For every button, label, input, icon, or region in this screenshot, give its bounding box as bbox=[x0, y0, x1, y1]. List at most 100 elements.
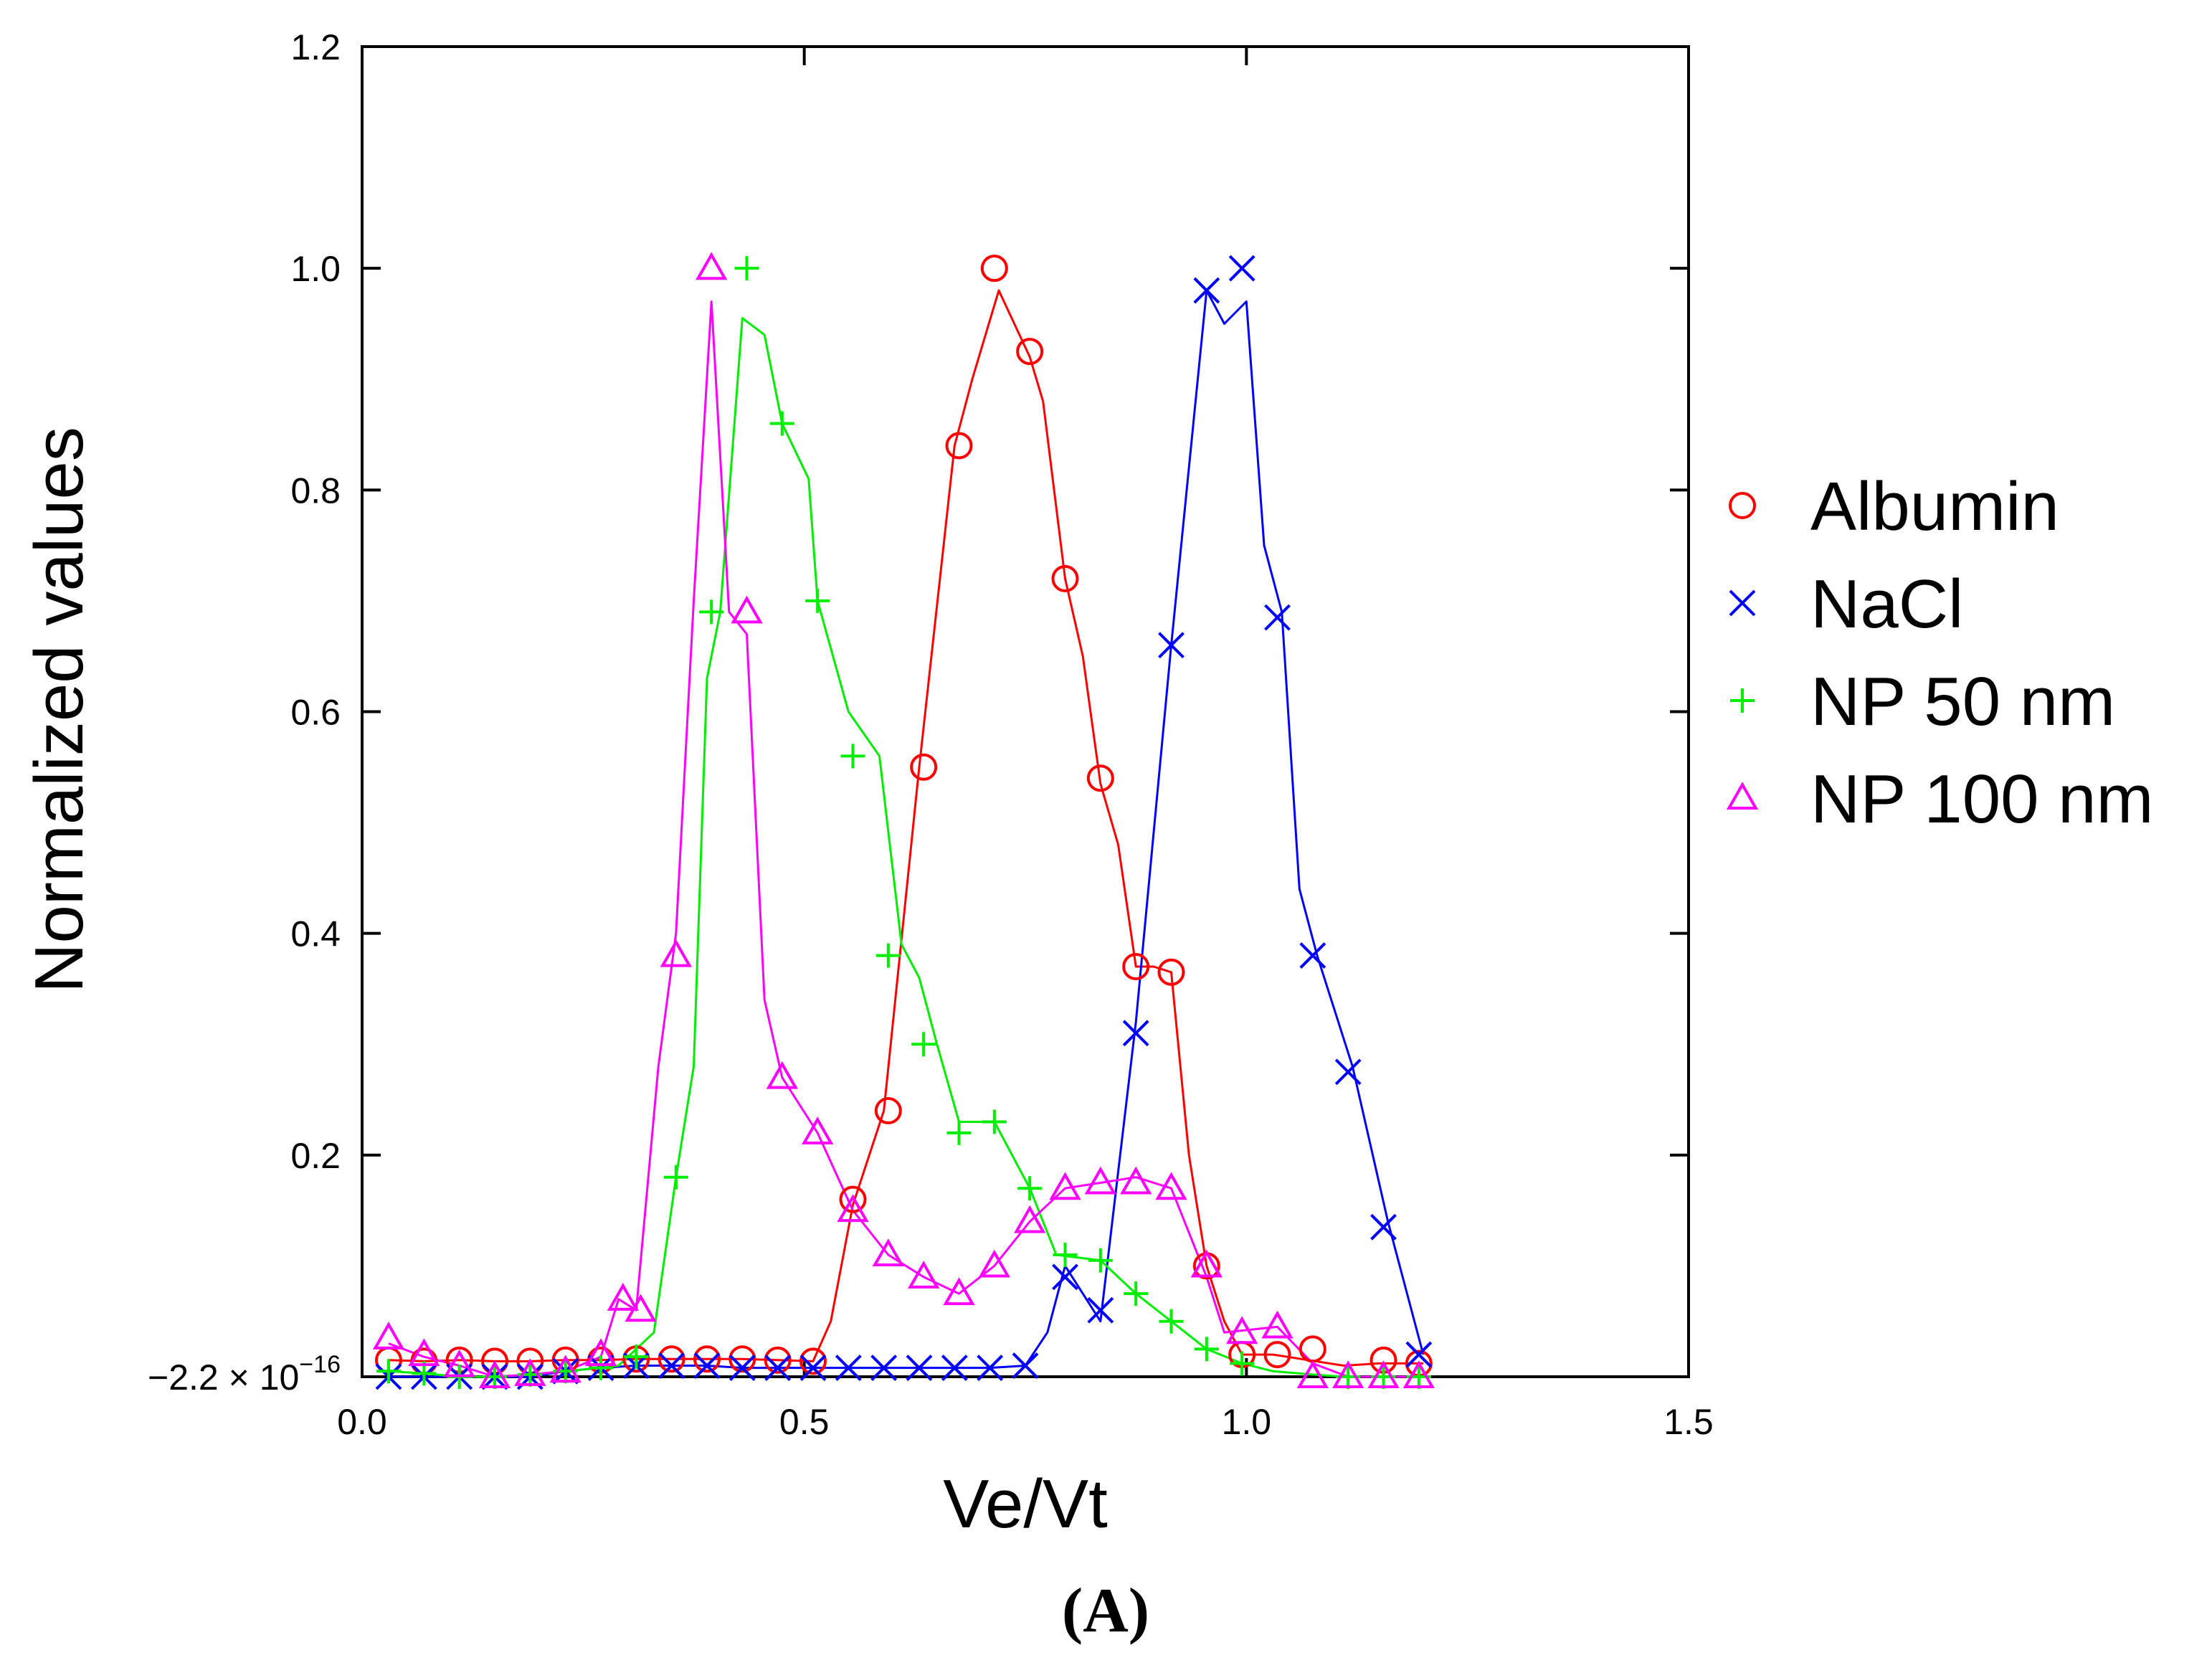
data-point-np-50-nm bbox=[699, 599, 724, 625]
data-point-albumin bbox=[1157, 958, 1185, 986]
legend-label: NaCl bbox=[1810, 566, 1963, 642]
data-point-np-100-nm bbox=[696, 252, 728, 280]
data-point-albumin bbox=[1122, 953, 1150, 981]
data-point-np-100-nm bbox=[514, 1358, 546, 1386]
data-point-np-100-nm bbox=[607, 1283, 639, 1311]
data-point-np-100-nm bbox=[872, 1238, 904, 1266]
data-point-np-100-nm bbox=[408, 1338, 440, 1367]
data-point-np-100-nm bbox=[731, 595, 763, 624]
legend-label: NP 100 nm bbox=[1810, 761, 2154, 838]
y-tick-label: 0.2 bbox=[290, 1136, 341, 1176]
series-markers-np-100-nm bbox=[372, 252, 1435, 1389]
y-tick-label: 0.8 bbox=[290, 470, 341, 511]
series-markers-albumin bbox=[375, 255, 1433, 1377]
data-point-np-100-nm bbox=[625, 1294, 657, 1322]
data-point-albumin bbox=[658, 1345, 685, 1373]
data-point-albumin bbox=[764, 1346, 792, 1374]
data-point-nacl bbox=[1299, 942, 1326, 969]
data-point-np-50-nm bbox=[663, 1164, 688, 1190]
data-point-np-50-nm bbox=[734, 256, 759, 281]
data-point-np-100-nm bbox=[802, 1116, 834, 1144]
legend-marker-albumin bbox=[1729, 492, 1756, 519]
series-markers-np-50-nm bbox=[376, 256, 1431, 1389]
data-point-np-100-nm bbox=[1226, 1316, 1258, 1344]
series-line-np-50-nm bbox=[388, 317, 1423, 1378]
legend-item-albumin: Albumin bbox=[1729, 468, 2059, 545]
data-point-np-100-nm bbox=[1296, 1360, 1329, 1389]
legend-marker-np-100-nm bbox=[1726, 782, 1759, 810]
data-point-albumin bbox=[874, 1097, 902, 1124]
data-point-np-50-nm bbox=[1159, 1309, 1184, 1334]
x-tick-label: 0.0 bbox=[337, 1402, 387, 1442]
y-tick-label-exponent: −16 bbox=[299, 1351, 341, 1378]
data-point-np-50-nm bbox=[1230, 1351, 1255, 1376]
data-point-nacl bbox=[1334, 1058, 1362, 1086]
data-point-np-50-nm bbox=[911, 1032, 936, 1057]
legend-item-np-100-nm: NP 100 nm bbox=[1726, 761, 2154, 838]
data-point-nacl bbox=[906, 1355, 933, 1382]
x-tick-label: 0.5 bbox=[779, 1402, 830, 1442]
y-tick-labels: −2.2 × 10−16 0.2 0.4 0.6 0.8 1.0 1.2 bbox=[148, 27, 341, 1398]
data-point-np-100-nm bbox=[584, 1338, 617, 1367]
data-point-nacl bbox=[870, 1355, 898, 1382]
data-point-np-100-nm bbox=[443, 1349, 475, 1377]
data-point-np-100-nm bbox=[1261, 1310, 1294, 1339]
data-point-nacl bbox=[1052, 1263, 1078, 1291]
data-point-np-50-nm bbox=[1053, 1242, 1078, 1267]
data-point-nacl bbox=[1264, 604, 1291, 631]
data-point-np-100-nm bbox=[1190, 1249, 1223, 1278]
data-point-nacl bbox=[728, 1355, 756, 1382]
data-point-np-100-nm bbox=[1084, 1166, 1116, 1195]
x-tick-labels: 0.0 0.5 1.0 1.5 bbox=[337, 1402, 1714, 1442]
data-point-np-100-nm bbox=[1155, 1172, 1187, 1200]
legend-label: NP 50 nm bbox=[1810, 663, 2115, 740]
data-point-np-100-nm bbox=[1402, 1360, 1435, 1389]
data-point-np-100-nm bbox=[766, 1061, 798, 1089]
data-point-np-50-nm bbox=[376, 1359, 401, 1384]
y-axis-title: Normalized values bbox=[21, 427, 98, 993]
data-point-albumin bbox=[1299, 1335, 1326, 1363]
legend: Albumin NaCl NP 50 nm NP 100 nm bbox=[1726, 468, 2154, 838]
legend-marker-nacl bbox=[1729, 589, 1756, 617]
data-point-albumin bbox=[980, 255, 1008, 283]
data-point-albumin bbox=[1086, 764, 1114, 792]
y-tick-label: 0.4 bbox=[290, 914, 341, 954]
data-point-np-100-nm bbox=[1332, 1360, 1364, 1389]
data-point-nacl bbox=[1228, 255, 1255, 282]
data-point-nacl bbox=[764, 1355, 792, 1382]
data-point-albumin bbox=[945, 432, 973, 460]
y-tick-label: 1.2 bbox=[290, 27, 341, 67]
data-point-np-100-nm bbox=[478, 1360, 511, 1389]
data-point-np-100-nm bbox=[1367, 1360, 1400, 1389]
data-point-np-50-nm bbox=[805, 588, 830, 613]
plot-frame bbox=[361, 45, 1690, 1378]
series-line-albumin bbox=[388, 289, 1423, 1367]
data-point-nacl bbox=[1405, 1341, 1433, 1368]
data-point-albumin bbox=[693, 1345, 721, 1373]
data-point-np-100-nm bbox=[372, 1322, 405, 1349]
data-point-np-50-nm bbox=[840, 744, 865, 769]
data-point-nacl bbox=[941, 1355, 968, 1382]
data-point-np-100-nm bbox=[1049, 1172, 1081, 1200]
data-point-nacl bbox=[658, 1352, 685, 1379]
data-point-nacl bbox=[1193, 277, 1220, 304]
x-axis-title: Ve/Vt bbox=[943, 1466, 1108, 1542]
data-point-albumin bbox=[839, 1185, 867, 1213]
legend-item-np-50-nm: NP 50 nm bbox=[1730, 663, 2115, 740]
y-tick-label-base: −2.2 × 10 bbox=[148, 1357, 299, 1398]
data-point-nacl bbox=[977, 1355, 1004, 1382]
data-point-albumin bbox=[728, 1345, 756, 1373]
data-point-np-100-nm bbox=[1120, 1166, 1152, 1195]
data-point-np-100-nm bbox=[837, 1194, 869, 1223]
series-markers bbox=[372, 252, 1435, 1390]
data-point-albumin bbox=[1263, 1341, 1291, 1369]
data-point-nacl bbox=[1158, 632, 1185, 659]
data-point-np-50-nm bbox=[1194, 1337, 1219, 1362]
x-tick-label: 1.0 bbox=[1222, 1402, 1272, 1442]
data-point-nacl bbox=[1122, 1020, 1149, 1047]
data-point-np-100-nm bbox=[660, 939, 692, 967]
series-markers-nacl bbox=[375, 255, 1433, 1390]
data-point-np-50-nm bbox=[1088, 1248, 1113, 1273]
data-point-nacl bbox=[1370, 1213, 1397, 1241]
